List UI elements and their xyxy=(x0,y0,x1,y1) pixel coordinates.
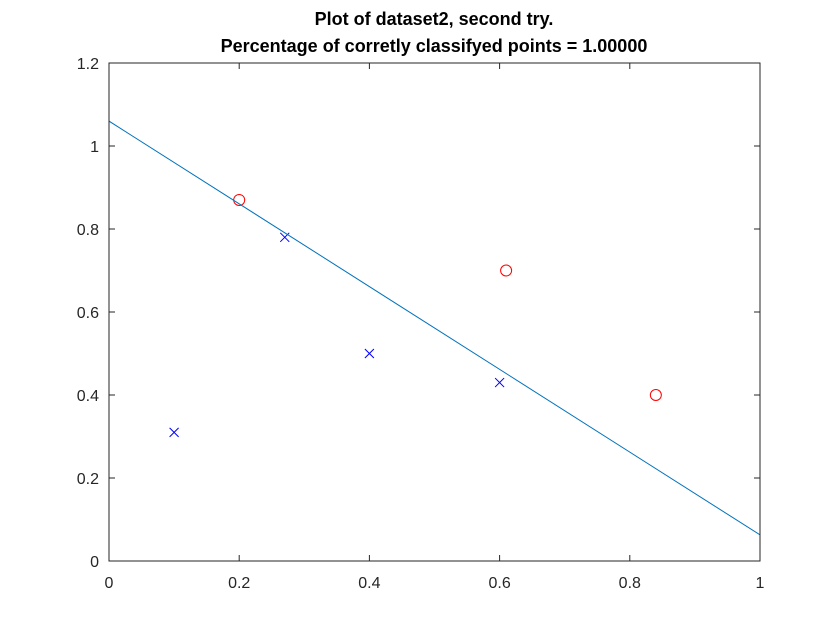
x-tick-label: 0.8 xyxy=(619,575,641,592)
cross-point-4 xyxy=(494,377,505,388)
x-tick-label: 1 xyxy=(756,575,765,592)
chart-subtitle: Percentage of corretly classifyed points… xyxy=(221,36,648,56)
cross-point-1 xyxy=(169,427,179,438)
chart-title: Plot of dataset2, second try. xyxy=(315,9,554,29)
y-tick-label: 1 xyxy=(90,139,99,156)
x-tick-label: 0 xyxy=(105,575,114,592)
y-tick-label: 1.2 xyxy=(77,56,99,73)
y-tick-label: 0 xyxy=(90,554,99,571)
axes-box xyxy=(108,62,761,562)
circle-point-3 xyxy=(649,389,662,401)
cross-point-3 xyxy=(364,348,375,359)
y-tick-label: 0.8 xyxy=(77,222,99,239)
circle-point-2 xyxy=(500,264,513,277)
x-tick-label: 0.6 xyxy=(488,575,510,592)
axes: 0 0.2 0.4 0.6 0.8 1 0 0.2 0.4 0.6 0.8 1 1.2 xyxy=(77,56,765,592)
y-tick-label: 0.6 xyxy=(77,305,99,322)
x-tick-label: 0.4 xyxy=(358,575,380,592)
plot-area xyxy=(109,120,760,536)
decision-boundary-line xyxy=(109,120,760,536)
y-tick-label: 0.4 xyxy=(77,388,99,405)
cross-point-2 xyxy=(279,232,290,243)
y-tick-label: 0.2 xyxy=(77,471,99,488)
x-tick-label: 0.2 xyxy=(228,575,250,592)
